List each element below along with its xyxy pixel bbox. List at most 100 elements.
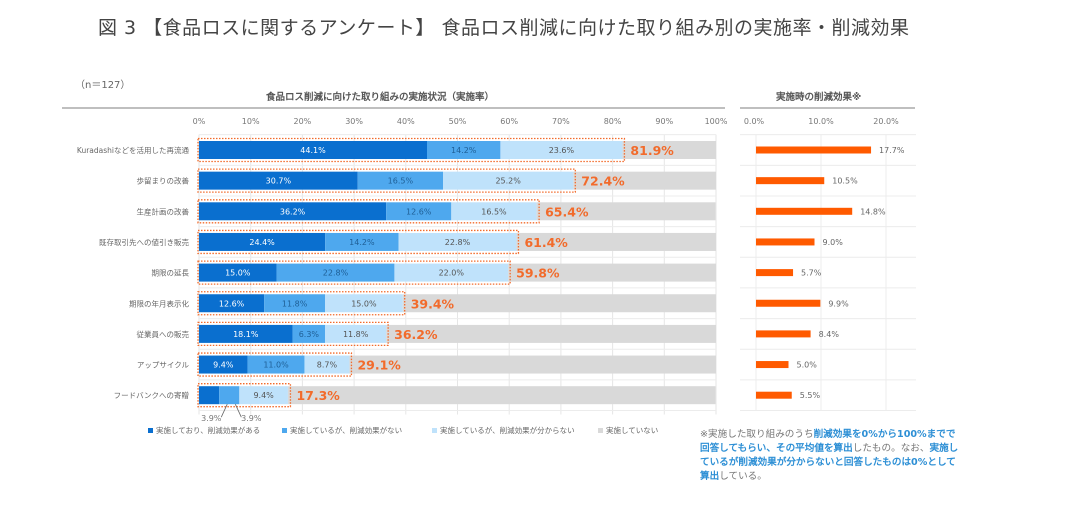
- left-x-tick-label: 80%: [604, 117, 622, 126]
- row-label: 従業員への販売: [137, 329, 190, 339]
- bar-segment-effective: [199, 324, 293, 343]
- footnote-text: している。: [719, 471, 767, 482]
- footnote-text: ※実施した取り組みのうち: [700, 429, 814, 440]
- bar-segment-effective: [199, 294, 265, 313]
- left-x-tick-label: 90%: [655, 117, 673, 126]
- left-x-tick-label: 70%: [552, 117, 570, 126]
- bar-segment-label: 24.4%: [249, 238, 275, 247]
- bar-segment-no-effect: [386, 202, 452, 221]
- bar-segment-effective: [199, 171, 358, 190]
- bar-segment-label: 11.8%: [282, 299, 308, 308]
- bar-segment-label: 15.0%: [225, 269, 251, 278]
- row-label: アップサイクル: [137, 361, 190, 370]
- legend-swatch: [598, 428, 603, 433]
- total-outline: [197, 137, 626, 163]
- effect-label: 17.7%: [879, 146, 905, 155]
- total-label: 65.4%: [545, 204, 589, 219]
- bar-segment-not-implemented: [573, 171, 716, 190]
- bar-segment-unknown: [239, 386, 288, 405]
- left-x-tick-label: 100%: [705, 117, 728, 126]
- effect-bar: [756, 361, 789, 369]
- row-label: 生産計画の改善: [137, 206, 190, 216]
- bar-segment-label: 15.0%: [351, 299, 377, 308]
- left-chart-title-rule: [62, 107, 725, 109]
- bar-segment-effective: [199, 263, 277, 282]
- bar-segment-no-effect: [247, 355, 305, 374]
- row-label: 期限の延長: [152, 268, 190, 278]
- footnote-highlight: 実施しているが削減効果が分からないと回答したものは0%として算出: [700, 443, 959, 482]
- callout-label: 3.9%: [201, 414, 222, 423]
- bar-segment-label: 14.2%: [451, 146, 477, 155]
- bar-segment-label: 23.6%: [549, 146, 575, 155]
- total-label: 59.8%: [516, 266, 560, 281]
- bar-segment-not-implemented: [536, 202, 716, 221]
- bar-segment-unknown: [398, 232, 517, 251]
- legend-swatch: [282, 428, 287, 433]
- legend-label: 実施しているが、削減効果がない: [290, 425, 402, 435]
- row-label: 歩留まりの改善: [137, 176, 190, 186]
- bar-segment-no-effect: [276, 263, 395, 282]
- row-label: フードバンクへの寄贈: [114, 390, 189, 400]
- total-label: 81.9%: [630, 143, 674, 158]
- legend-label: 実施していない: [606, 425, 658, 435]
- left-x-tick-label: 40%: [397, 117, 415, 126]
- bar-segment-label: 9.4%: [213, 361, 234, 370]
- effect-label: 5.5%: [800, 391, 821, 400]
- bar-segment-no-effect: [325, 232, 399, 251]
- effect-bar: [756, 299, 821, 307]
- total-label: 17.3%: [296, 388, 340, 403]
- left-x-tick-label: 30%: [345, 117, 363, 126]
- bar-segment-effective: [199, 202, 387, 221]
- bar-segment-unknown: [394, 263, 509, 282]
- bar-segment-not-implemented: [287, 386, 716, 405]
- bar-segment-label: 16.5%: [388, 177, 414, 186]
- effect-bar: [756, 391, 792, 399]
- left-x-tick-label: 50%: [449, 117, 467, 126]
- footnote: ※実施した取り組みのうち削減効果を0%から100%までで回答してもらい、その平均…: [700, 428, 960, 484]
- bar-segment-label: 22.0%: [439, 269, 465, 278]
- bar-segment-label: 14.2%: [349, 238, 375, 247]
- row-label: Kuradashiなどを活用した再流通: [77, 145, 190, 155]
- bar-segment-label: 30.7%: [266, 177, 292, 186]
- effect-label: 9.0%: [823, 238, 844, 247]
- bar-segment-unknown: [443, 171, 574, 190]
- left-chart-title: 食品ロス削減に向けた取り組みの実施状況（実施率）: [266, 92, 495, 103]
- legend-swatch: [432, 428, 437, 433]
- effect-bar: [756, 330, 811, 338]
- effect-label: 8.4%: [819, 330, 840, 339]
- right-x-tick-label: 10.0%: [808, 117, 834, 126]
- total-outline: [197, 260, 511, 285]
- callout-leader: [234, 404, 242, 418]
- effect-label: 5.0%: [797, 361, 818, 370]
- bar-segment-label: 36.2%: [280, 207, 306, 216]
- footnote-text: したもの。なお、: [852, 443, 930, 454]
- left-x-tick-label: 20%: [294, 117, 312, 126]
- total-outline: [197, 352, 353, 377]
- bar-segment-label: 8.7%: [317, 361, 338, 370]
- legend-label: 実施しており、削減効果がある: [156, 425, 260, 435]
- legend-label: 実施しているが、削減効果が分からない: [440, 425, 575, 435]
- bar-segment-label: 11.8%: [343, 330, 369, 339]
- bar-segment-unknown: [325, 294, 403, 313]
- total-outline: [197, 168, 576, 193]
- bar-segment-no-effect: [264, 294, 326, 313]
- bar-segment-effective: [199, 355, 248, 374]
- bar-segment-effective: [199, 141, 427, 159]
- bar-segment-label: 25.2%: [495, 177, 521, 186]
- bar-segment-effective: [199, 232, 326, 251]
- effect-bar: [756, 177, 825, 185]
- bar-segment-label: 44.1%: [300, 146, 326, 155]
- bar-segment-label: 9.4%: [253, 391, 274, 400]
- effect-bar: [756, 207, 853, 215]
- bar-segment-not-implemented: [622, 141, 716, 159]
- total-outline: [197, 291, 406, 316]
- effect-bar: [756, 269, 794, 277]
- effect-label: 9.9%: [828, 299, 849, 308]
- effect-bar: [756, 238, 815, 246]
- bar-segment-label: 18.1%: [233, 330, 259, 339]
- bar-segment-not-implemented: [516, 232, 716, 251]
- effect-bar: [756, 146, 872, 154]
- figure-title: 図 3 【食品ロスに関するアンケート】 食品ロス削減に向けた取り組み別の実施率・…: [98, 17, 910, 39]
- right-x-tick-label: 20.0%: [873, 117, 899, 126]
- bar-segment-label: 12.6%: [219, 299, 245, 308]
